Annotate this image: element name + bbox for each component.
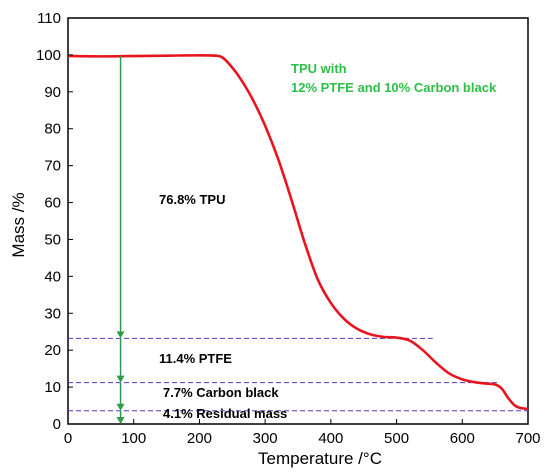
arrow-head bbox=[116, 375, 125, 383]
x-tick-label: 700 bbox=[515, 430, 540, 447]
y-tick-label: 10 bbox=[44, 379, 61, 396]
plot-frame bbox=[67, 17, 529, 425]
x-tick-label: 0 bbox=[64, 430, 72, 447]
y-tick-label: 0 bbox=[53, 416, 61, 433]
arrow-head bbox=[116, 403, 125, 411]
y-tick-label: 30 bbox=[44, 305, 61, 322]
y-tick-label: 70 bbox=[44, 158, 61, 175]
ptfe-annotation: 11.4% PTFE bbox=[159, 351, 232, 366]
sample-label-line2: 12% PTFE and 10% Carbon black bbox=[291, 80, 497, 95]
y-tick-label: 80 bbox=[44, 121, 61, 138]
residual-annotation: 4.1% Residual mass bbox=[163, 406, 287, 421]
arrow-head bbox=[116, 417, 125, 424]
y-tick-label: 40 bbox=[44, 268, 61, 285]
y-tick-label: 60 bbox=[44, 195, 61, 212]
carbon-annotation: 7.7% Carbon black bbox=[163, 385, 279, 400]
y-axis-ticks: 0 10 20 30 40 50 60 70 80 90 100 110 bbox=[36, 10, 73, 433]
x-axis-label: Temperature /°C bbox=[258, 449, 382, 468]
x-tick-label: 600 bbox=[450, 430, 475, 447]
tpu-annotation: 76.8% TPU bbox=[159, 192, 225, 207]
sample-label-line1: TPU with bbox=[291, 61, 347, 76]
arrow-head bbox=[116, 331, 125, 339]
x-tick-label: 400 bbox=[318, 430, 343, 447]
mass-curve bbox=[67, 53, 529, 411]
x-tick-label: 200 bbox=[187, 430, 212, 447]
x-tick-label: 100 bbox=[121, 430, 146, 447]
plot-area bbox=[67, 17, 529, 425]
y-tick-label: 50 bbox=[44, 231, 61, 248]
y-tick-label: 100 bbox=[36, 47, 61, 64]
x-tick-label: 500 bbox=[384, 430, 409, 447]
y-tick-label: 90 bbox=[44, 84, 61, 101]
y-tick-label: 110 bbox=[37, 10, 61, 27]
y-axis-label: Mass /% bbox=[9, 192, 28, 257]
y-tick-label: 20 bbox=[44, 342, 61, 359]
x-axis-ticks: 0 100 200 300 400 500 600 700 bbox=[64, 419, 541, 447]
x-tick-label: 300 bbox=[253, 430, 278, 447]
